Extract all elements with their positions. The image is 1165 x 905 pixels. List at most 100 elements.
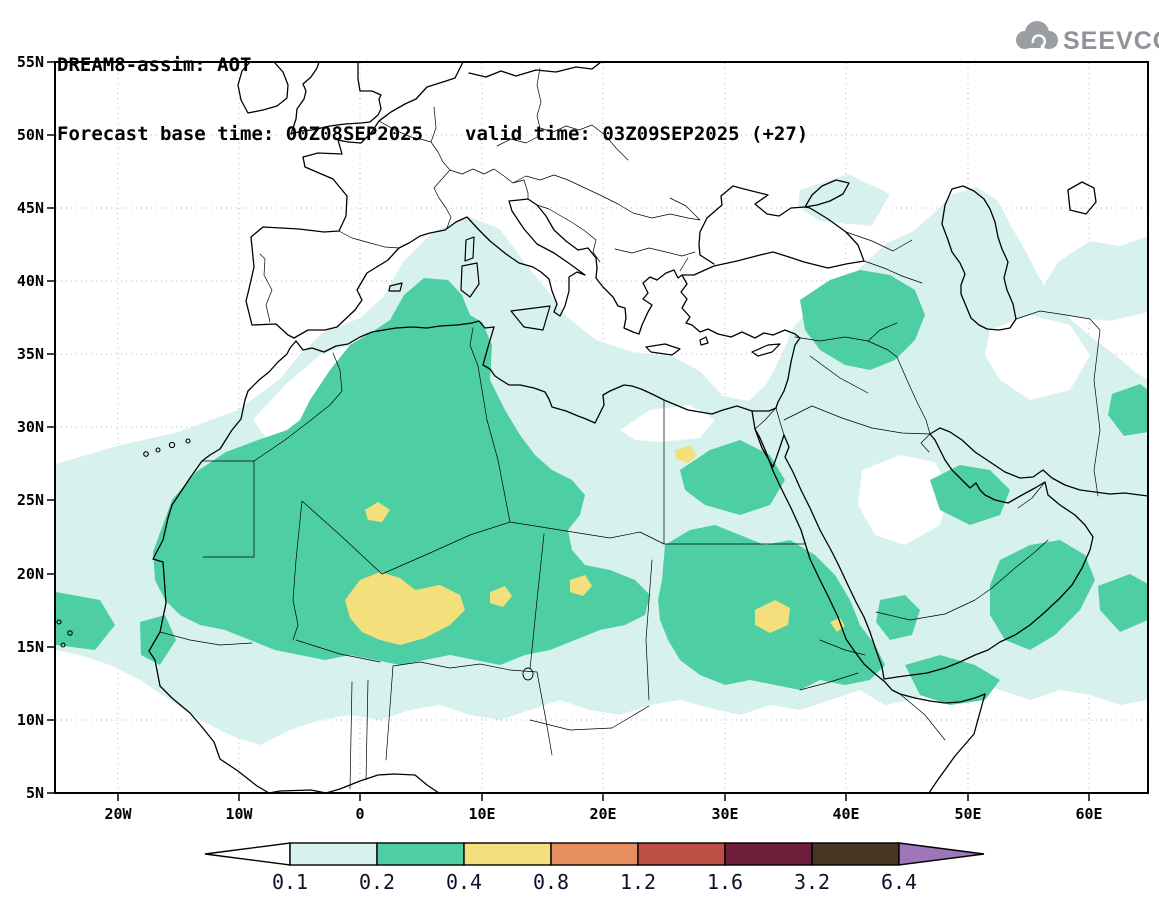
colorbar-cell-02 (376, 842, 465, 866)
aot-hole-egypt-coast (620, 405, 715, 442)
aot-region-01-turkmen (1035, 236, 1148, 321)
lon-tick-label: 20E (589, 805, 616, 823)
lon-tick-label: 60E (1075, 805, 1102, 823)
aot-region-04-algeria (365, 502, 390, 522)
coast-iran (929, 427, 1148, 497)
colorbar-level-label: 0.1 (272, 870, 308, 894)
logo-text: SEEVCCC (1063, 27, 1159, 55)
island-rhodes (699, 336, 709, 346)
seevccc-logo: SEEVCCC (1016, 21, 1159, 55)
aot-region-04-chad (570, 575, 592, 596)
colorbar-labels: 0.1 0.2 0.4 0.8 1.2 1.6 3.2 6.4 (272, 870, 917, 894)
colorbar-cell-32 (811, 842, 900, 866)
plot-subtitle: Forecast base time: 00Z08SEP2025 valid ti… (57, 123, 808, 146)
coast-gulf-of-guinea (268, 773, 440, 793)
coast-iberia-france (245, 62, 464, 339)
colorbar-level-label: 6.4 (881, 870, 917, 894)
colorbar-level-label: 0.8 (533, 870, 569, 894)
lon-tick-label: 10W (225, 805, 253, 823)
coast-caspian (941, 185, 1017, 331)
aot-region-04-niger-east (490, 586, 512, 607)
aot-region-02-gulf (930, 465, 1010, 525)
coast-west-africa (148, 340, 297, 793)
coast-aral (1067, 181, 1097, 215)
coast-azov (804, 179, 850, 208)
colorbar-cell-12 (637, 842, 726, 866)
colorbar-cell-08 (550, 842, 639, 866)
colorbar-cell-01 (289, 842, 378, 866)
coast-arabia (783, 433, 1094, 680)
lake-chad (522, 667, 534, 681)
cloud-icon (1016, 21, 1058, 49)
coast-med-north-italy (293, 198, 586, 339)
aot-region-02-west-sahara (153, 278, 650, 665)
colorbar-level-label: 1.6 (707, 870, 743, 894)
lat-tick-label: 30N (17, 418, 44, 436)
aot-region-02-east-edge-lower (1098, 574, 1148, 632)
border-lines-africa (159, 327, 946, 790)
coast-britain (290, 62, 382, 135)
colorbar-cell-04 (463, 842, 552, 866)
lon-tick-label: 10E (468, 805, 495, 823)
colorbar-level-label: 1.2 (620, 870, 656, 894)
island-mallorca (388, 282, 403, 292)
coast-ireland (237, 62, 289, 114)
island-sicily (510, 305, 551, 331)
aot-region-02-oman (990, 540, 1095, 650)
colorbar-arrow-below (204, 842, 291, 866)
border-lines-mideast (754, 231, 1101, 621)
aot-hole-central-iran (985, 315, 1090, 400)
cape-verde-islands (56, 619, 73, 648)
valid-time-label: valid time: 03Z09SEP2025 (+27) (465, 123, 809, 145)
plot-title: DREAM8-assim: AOT (57, 54, 252, 76)
lat-tick-label: 5N (26, 784, 44, 802)
island-corsica (464, 236, 475, 262)
aot-region-02-horn (905, 655, 1000, 705)
aot-region-04-egypt (675, 445, 697, 463)
coast-baltic (468, 62, 602, 78)
lon-tick-label: 30E (711, 805, 738, 823)
lat-tick-label: 45N (17, 199, 44, 217)
colorbar-cell-16 (724, 842, 813, 866)
aot-region-04-sahel-main (345, 572, 465, 645)
island-crete (645, 343, 681, 356)
lat-axis: 55N 50N 45N 40N 35N 30N 25N 20N 15N 10N … (17, 53, 44, 802)
lon-tick-label: 50E (954, 805, 981, 823)
lon-tick-label: 20W (104, 805, 132, 823)
lat-tick-label: 35N (17, 345, 44, 363)
aot-contours-04 (345, 445, 845, 645)
colorbar: 0.1 0.2 0.4 0.8 1.2 1.6 3.2 6.4 (204, 842, 985, 894)
lat-tick-label: 25N (17, 491, 44, 509)
base-time-label: Forecast base time: 00Z08SEP2025 (57, 123, 424, 145)
aot-region-04-sudan (755, 600, 790, 633)
coast-turkey-levant-northafrica (295, 274, 801, 424)
colorbar-arrow-above (898, 842, 985, 866)
lat-tick-label: 40N (17, 272, 44, 290)
lat-tick-label: 15N (17, 638, 44, 656)
coast-balkans-blacksea (527, 185, 865, 335)
lon-tick-label: 40E (832, 805, 859, 823)
colorbar-level-label: 0.2 (359, 870, 395, 894)
lat-tick-label: 55N (17, 53, 44, 71)
plot-header: DREAM8-assim: AOT Forecast base time: 00… (57, 8, 808, 192)
lat-tick-label: 10N (17, 711, 44, 729)
country-borders (159, 67, 1101, 790)
aot-region-02-senegal (140, 615, 176, 665)
aot-region-02-caucasus (800, 270, 925, 370)
aot-region-02-egypt (680, 440, 785, 515)
canary-islands (143, 438, 191, 457)
lat-tick-label: 50N (17, 126, 44, 144)
coast-redsea-africa-som (754, 428, 986, 793)
aot-region-04-eritrea (830, 618, 845, 632)
axis-ticks (47, 61, 1090, 801)
border-lines-europe (259, 67, 701, 323)
coastlines (56, 62, 1148, 793)
aot-hole-central-arabia (858, 455, 950, 545)
lon-axis: 20W 10W 0 10E 20E 30E 40E 50E 60E (104, 805, 1102, 823)
lon-tick-label: 0 (355, 805, 364, 823)
aot-region-02-east-edge-upper (1108, 384, 1148, 436)
lat-tick-label: 20N (17, 565, 44, 583)
island-cyprus (751, 343, 781, 357)
